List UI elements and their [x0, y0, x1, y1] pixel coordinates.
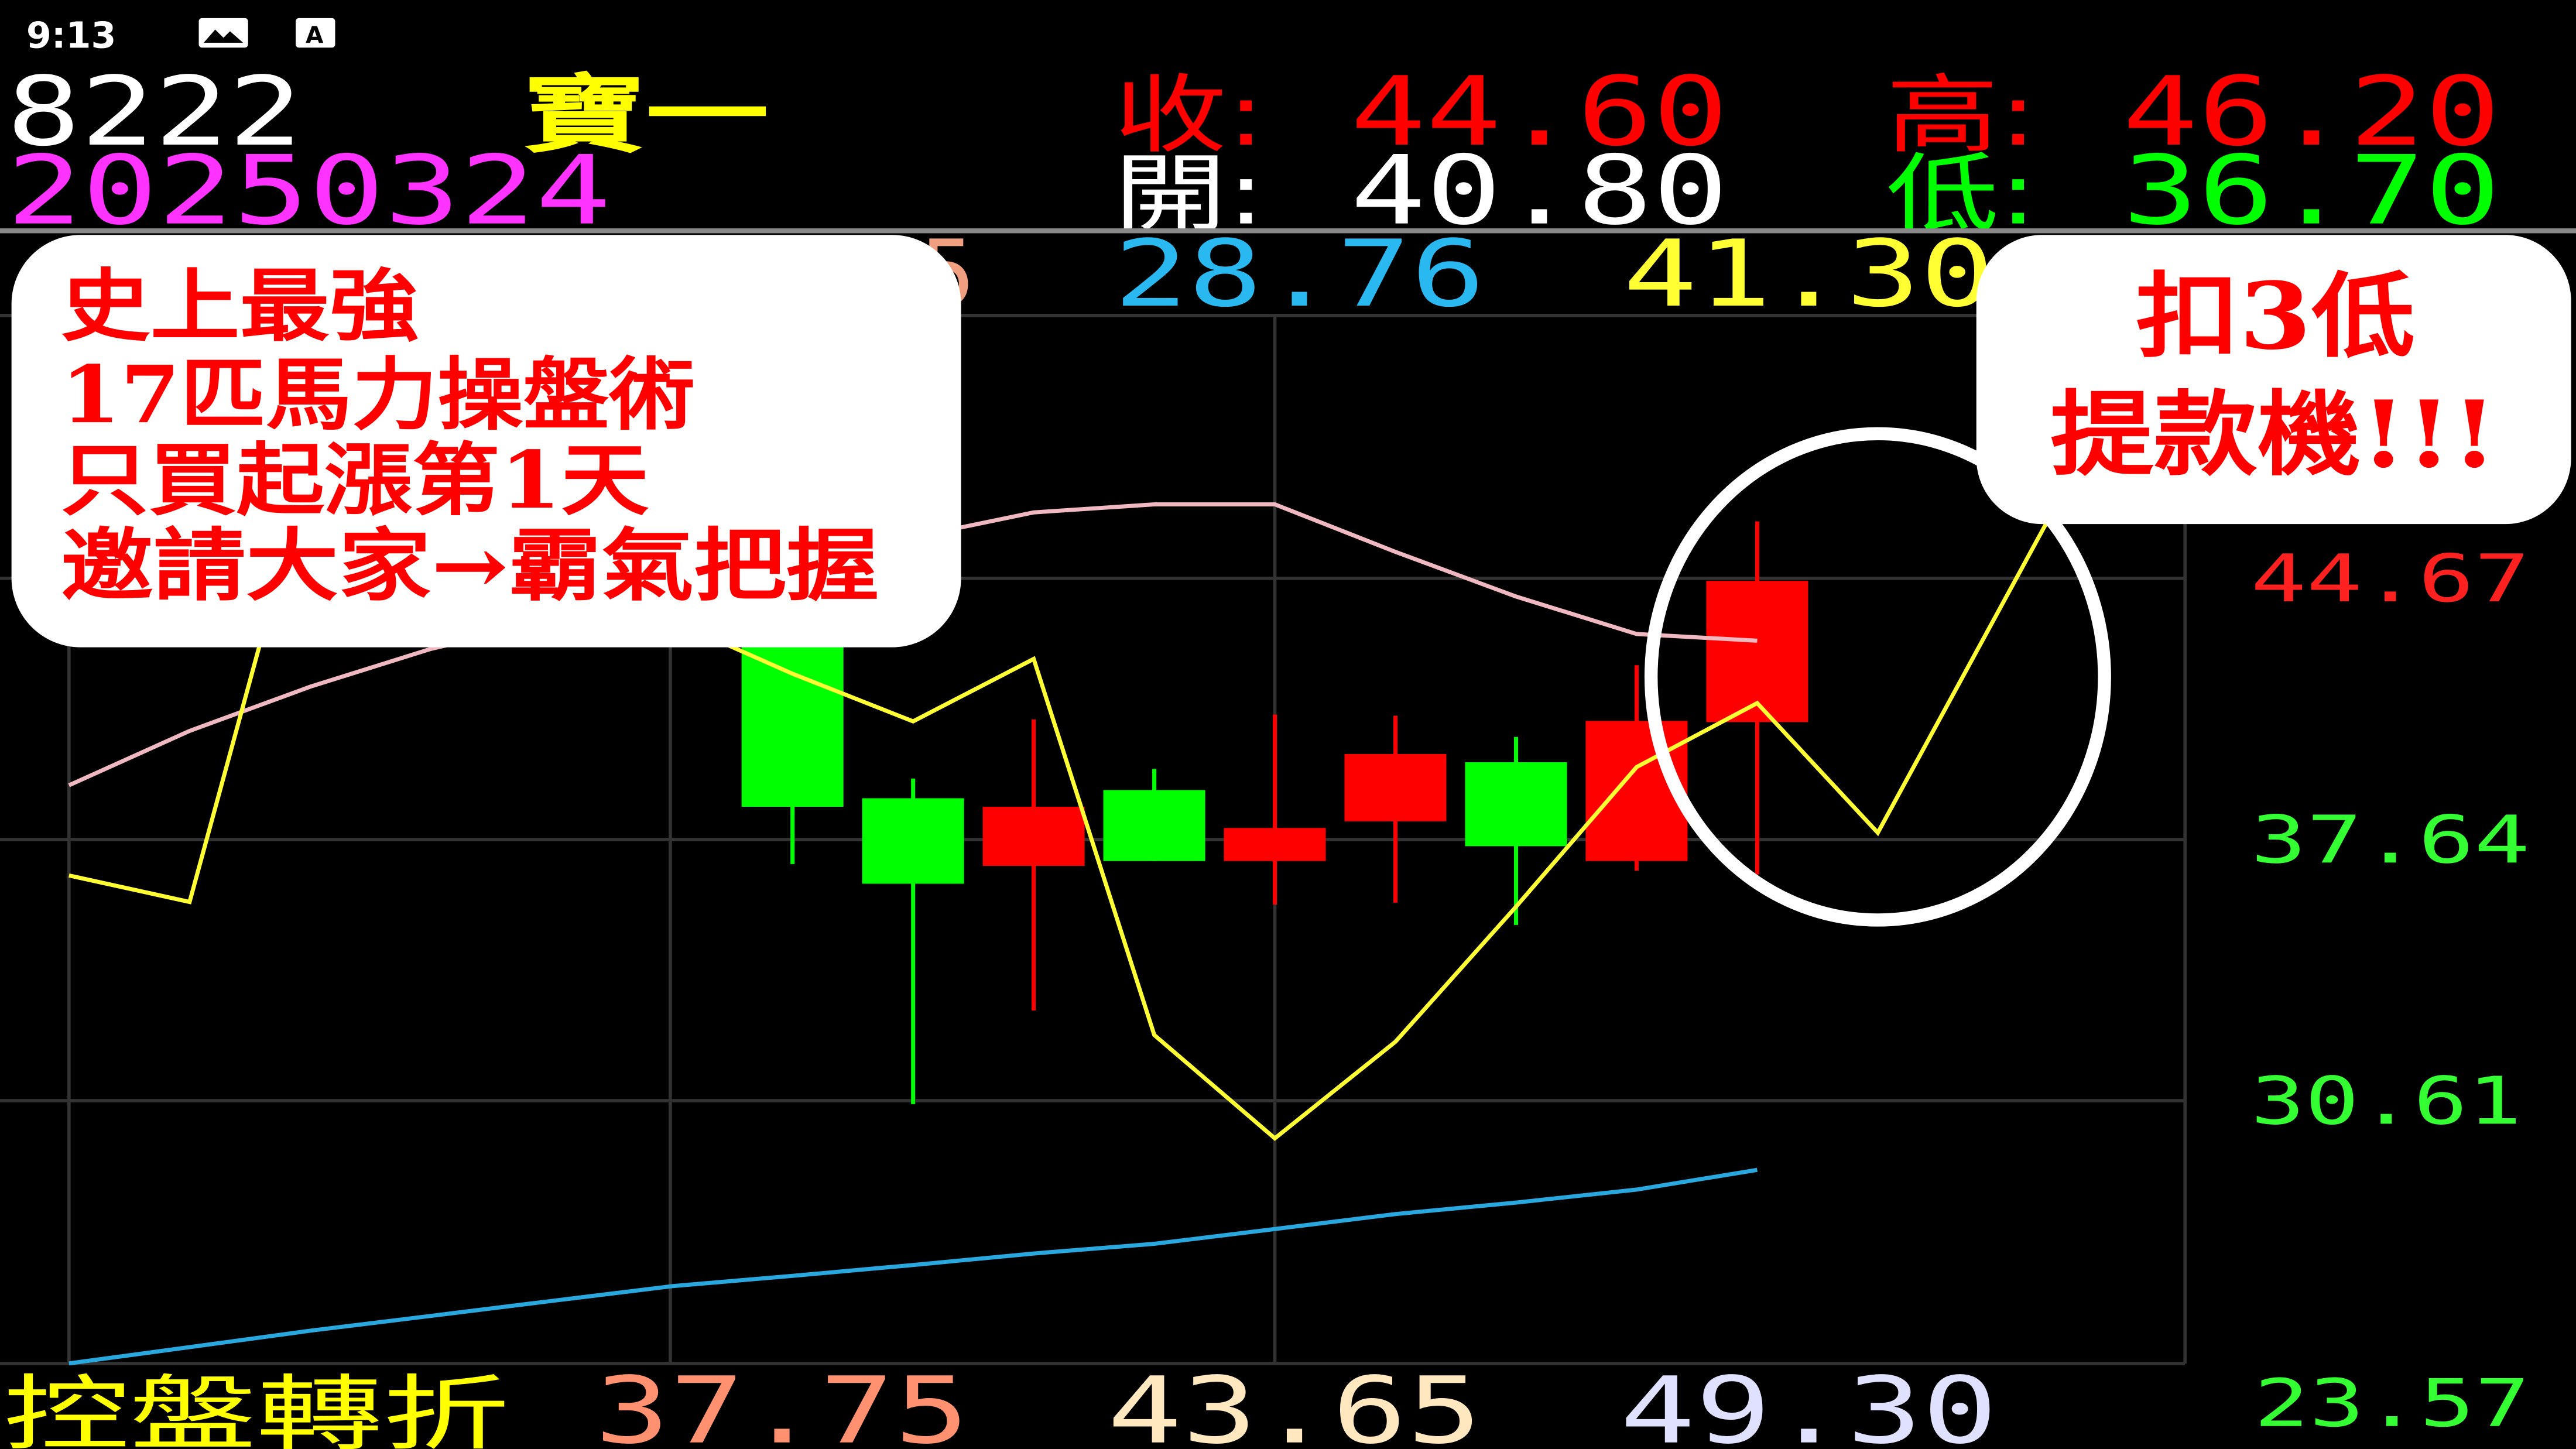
candle-down: [1103, 790, 1205, 861]
candle-up: [1344, 753, 1447, 821]
header-divider: [0, 228, 2576, 234]
stock-code: 8222: [6, 57, 302, 167]
stock-name: 寶一: [522, 66, 769, 165]
open-value: 40.80: [1351, 136, 1728, 246]
candle-down: [1465, 762, 1567, 847]
y-tick-label: 30.61: [2250, 1063, 2522, 1139]
close-value: 44.60: [1351, 57, 1728, 167]
callout-right-line: 扣3低: [2136, 262, 2415, 371]
callout-left: 史上最強 17匹馬力操盤術 只買起漲第1天 邀請大家→霸氣把握: [11, 235, 961, 648]
a-notification-icon: A: [296, 18, 335, 49]
footer-value-1: 37.75: [595, 1358, 970, 1449]
footer-value-2: 43.65: [1107, 1358, 1482, 1449]
candle-down: [741, 640, 844, 807]
ma-line-blue: [68, 1167, 1758, 1366]
footer-label: 控盤轉折: [4, 1367, 509, 1449]
y-tick-label: 37.64: [2250, 802, 2530, 878]
y-tick-label: 23.57: [2254, 1366, 2530, 1442]
low-label: 低:: [1886, 145, 2037, 244]
highlight-ellipse: [1644, 427, 2111, 927]
ma-line-pink: [68, 502, 1758, 787]
ma-blue-value: 28.76: [1114, 221, 1485, 328]
candle-up: [1706, 581, 1808, 722]
callout-left-line: 只買起漲第1天: [61, 434, 649, 526]
trade-date: 20250324: [6, 136, 611, 246]
status-time: 9:13: [26, 14, 117, 56]
candle-up: [982, 807, 1085, 866]
y-tick-label: 44.67: [2250, 541, 2530, 617]
candle-up: [1224, 828, 1326, 861]
callout-right: 扣3低 提款機!!!: [1976, 235, 2571, 525]
high-value: 46.20: [2123, 57, 2500, 167]
candle-down: [862, 798, 964, 884]
callout-left-line: 史上最強: [61, 260, 419, 352]
svg-text:A: A: [306, 22, 324, 49]
ma-yellow-value: 41.30: [1623, 221, 1994, 328]
callout-right-line: 提款機!!!: [2050, 381, 2497, 489]
low-value: 36.70: [2123, 136, 2500, 246]
footer-value-3: 49.30: [1620, 1358, 1998, 1449]
callout-left-line: 17匹馬力操盤術: [61, 348, 695, 441]
open-label: 開:: [1114, 145, 1265, 244]
close-label: 收:: [1114, 66, 1265, 165]
callout-left-line: 邀請大家→霸氣把握: [61, 519, 879, 612]
high-label: 高:: [1886, 66, 2037, 165]
image-icon: [198, 18, 248, 48]
